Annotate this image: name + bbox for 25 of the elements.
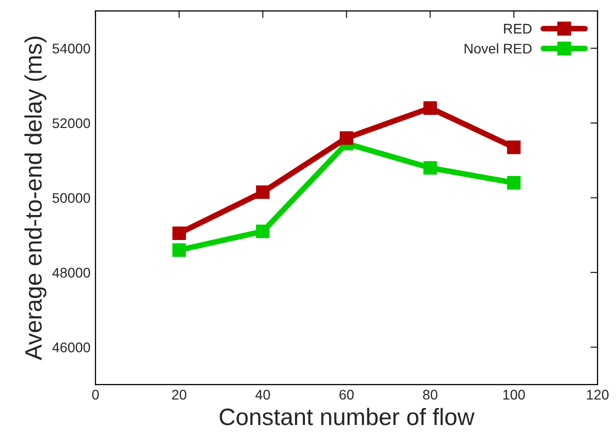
x-axis-title: Constant number of flow [220,408,475,426]
point [172,226,186,240]
y-tick-label: 52000 [52,118,90,128]
point [256,185,270,199]
x-tick-label: 100 [503,390,525,400]
x-tick-label: 20 [172,390,186,400]
x-tick-label: 40 [255,390,270,400]
y-tick-label: 46000 [52,342,90,352]
x-tick-label: 0 [92,390,99,400]
x-tick-label: 120 [586,390,609,400]
y-tick-label: 48000 [52,268,90,278]
point [423,101,437,115]
x-tick-label: 60 [339,390,354,400]
point [340,131,354,145]
point [423,161,437,175]
y-tick-label: 50000 [52,193,90,203]
legend-label: RED [504,24,532,34]
legend-label: Novel RED [464,43,532,54]
point [507,140,521,154]
y-tick-label: 54000 [52,44,90,54]
x-tick-label: 80 [423,390,438,400]
point [172,243,186,257]
point [256,224,270,238]
point [507,176,521,190]
y-axis-title: Average end-to-end delay (ms) [24,36,46,360]
